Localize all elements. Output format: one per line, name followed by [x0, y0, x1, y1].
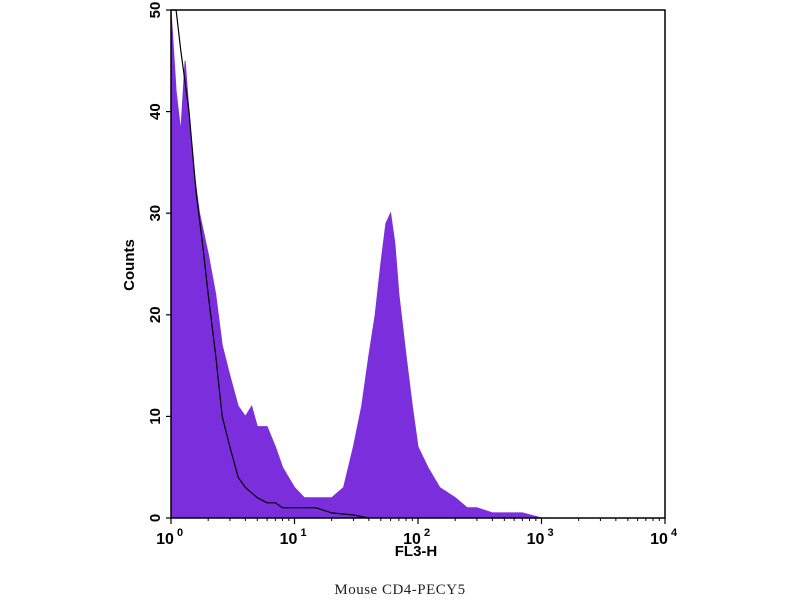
- x-tick-label: 10: [527, 531, 545, 548]
- x-axis-ticks: 10 0 10 1 10 2 10 3 10 4: [156, 518, 678, 548]
- y-tick-label: 10: [147, 408, 164, 425]
- figure-caption: Mouse CD4-PECY5: [334, 582, 466, 598]
- x-tick-exponent: 4: [671, 527, 678, 539]
- x-tick-exponent: 2: [424, 527, 430, 539]
- x-tick-exponent: 3: [547, 527, 553, 539]
- y-tick-label: 30: [147, 205, 164, 222]
- x-axis-label: FL3-H: [395, 543, 438, 560]
- x-tick-label: 10: [650, 531, 668, 548]
- x-tick-exponent: 0: [177, 527, 183, 539]
- x-tick-label: 10: [280, 531, 298, 548]
- y-tick-label: 20: [147, 306, 164, 323]
- y-tick-label: 40: [147, 103, 164, 120]
- histogram-outline-series: [171, 9, 370, 519]
- y-tick-label: 0: [147, 514, 164, 522]
- y-axis-label: Counts: [121, 239, 138, 291]
- y-axis-ticks: 0 10 20 30 40 50: [147, 2, 171, 522]
- plot-area: [170, 9, 666, 519]
- x-tick-label: 10: [156, 531, 174, 548]
- histogram-fill-series: [170, 9, 542, 519]
- x-tick-exponent: 1: [300, 527, 306, 539]
- x-tick-label: 10: [403, 531, 421, 548]
- y-tick-label: 50: [147, 2, 164, 19]
